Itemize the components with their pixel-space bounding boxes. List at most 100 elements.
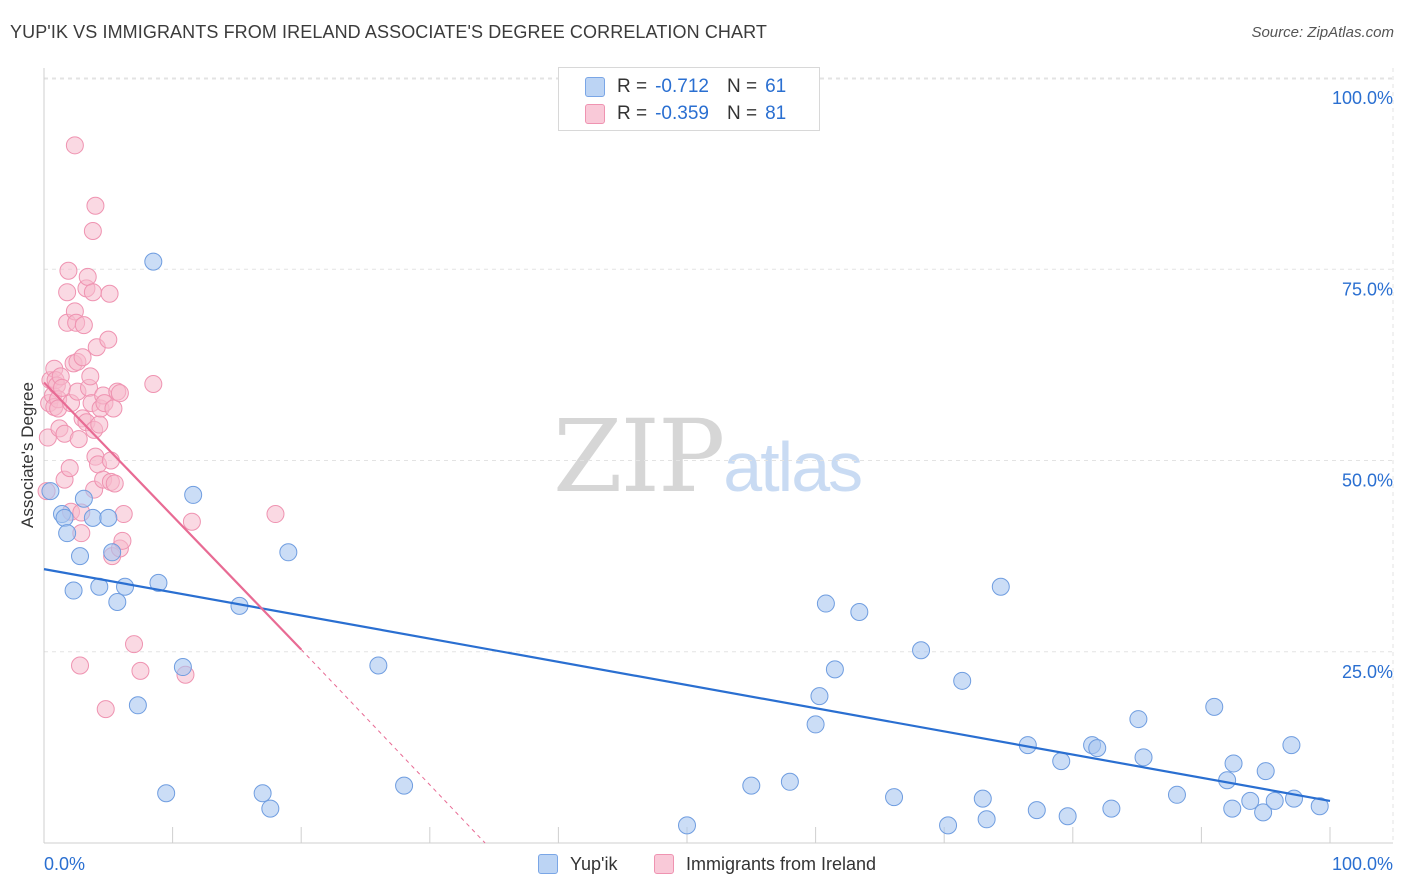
yupik-point — [1058, 807, 1077, 826]
ireland-point — [113, 531, 132, 550]
yupik-point — [1265, 791, 1284, 810]
ireland-point — [73, 348, 92, 367]
yupik-point — [1088, 739, 1107, 758]
yupik-point — [850, 602, 869, 621]
yupik-point — [1256, 762, 1275, 781]
y-tick-label: 100.0% — [1332, 88, 1393, 108]
yupik-points — [41, 252, 1329, 835]
yupik-point — [108, 593, 127, 612]
yupik-point — [816, 594, 835, 613]
ireland-point — [100, 284, 119, 303]
bottom-legend-yupik: Yup'ik — [538, 852, 617, 876]
yupik-point — [99, 508, 118, 527]
yupik-point — [977, 810, 996, 829]
yupik-point — [116, 577, 135, 596]
x-tick-label-min: 0.0% — [44, 854, 85, 874]
y-tick-label: 25.0% — [1342, 662, 1393, 682]
axes — [43, 68, 1393, 844]
chart-title: YUP'IK VS IMMIGRANTS FROM IRELAND ASSOCI… — [10, 22, 767, 42]
yupik-point — [953, 671, 972, 690]
ireland-trend-line — [43, 381, 302, 651]
yupik-point — [973, 789, 992, 808]
bottom-legend-ireland: Immigrants from Ireland — [654, 852, 876, 876]
yupik-point — [144, 252, 163, 271]
legend-r-value: -0.712 — [655, 76, 709, 97]
watermark-atlas: atlas — [723, 428, 863, 506]
legend-swatch-yupik — [585, 77, 605, 97]
yupik-point — [173, 658, 192, 677]
tick-labels: 25.0% 50.0% 75.0% 100.0% 0.0% 100.0% — [44, 88, 1393, 874]
ireland-point — [182, 512, 201, 531]
ireland-point — [83, 222, 102, 240]
yupik-point — [74, 489, 93, 508]
yupik-point — [1254, 803, 1273, 822]
yupik-point — [261, 799, 280, 818]
legend-r-label: R = — [617, 76, 648, 97]
yupik-point — [149, 573, 168, 592]
trend-lines — [43, 381, 1331, 844]
grid — [44, 68, 1394, 843]
yupik-point — [912, 641, 931, 660]
legend-swatch-ireland — [585, 104, 605, 124]
ireland-point — [101, 451, 120, 470]
yupik-point — [1134, 748, 1153, 767]
yupik-point — [939, 816, 958, 835]
watermark-zip: ZIP — [553, 398, 725, 515]
ireland-point — [125, 635, 144, 654]
yupik-point — [128, 696, 147, 715]
legend-row-ireland: R = -0.359 N = 81 — [585, 102, 786, 126]
y-tick-label: 50.0% — [1342, 471, 1393, 491]
ireland-point — [131, 661, 150, 680]
yupik-point — [1102, 799, 1121, 818]
yupik-point — [253, 784, 272, 803]
yupik-point — [825, 660, 844, 679]
ireland-point — [74, 316, 93, 335]
legend-n-label: N = — [726, 76, 758, 97]
bottom-legend-swatch-yupik — [538, 854, 558, 874]
yupik-point — [678, 816, 696, 835]
legend-n-value: 61 — [765, 76, 787, 97]
yupik-point — [742, 776, 761, 795]
yupik-point — [395, 776, 414, 795]
correlation-legend: R = -0.712 N = 61 R = -0.359 N = 81 — [558, 67, 820, 131]
yupik-point — [1310, 797, 1329, 816]
yupik-point — [780, 772, 799, 791]
yupik-point — [1282, 736, 1301, 755]
bottom-legend-swatch-ireland — [654, 854, 674, 874]
ireland-point — [78, 267, 97, 286]
ireland-point — [99, 330, 118, 349]
yupik-point — [71, 547, 90, 566]
yupik-point — [83, 508, 102, 527]
ireland-point — [83, 283, 102, 302]
ireland-point — [60, 459, 79, 478]
ireland-point — [104, 399, 123, 418]
ireland-point — [144, 375, 163, 393]
x-tick-label-max: 100.0% — [1332, 854, 1393, 874]
source-label: Source: ZipAtlas.com — [1251, 24, 1394, 41]
yupik-point — [58, 524, 77, 543]
legend-r-label: R = — [617, 103, 648, 124]
ireland-point — [110, 384, 129, 403]
legend-r-value: -0.359 — [655, 103, 709, 124]
yupik-point — [1205, 697, 1224, 716]
yupik-point — [1223, 799, 1242, 818]
yupik-point — [1129, 710, 1148, 729]
yupik-point — [369, 656, 388, 675]
yupik-point — [991, 577, 1010, 596]
yupik-point — [1052, 752, 1071, 771]
legend-row-yupik: R = -0.712 N = 61 — [585, 75, 786, 99]
ireland-point — [105, 474, 124, 493]
yupik-point — [41, 482, 60, 501]
legend-n-value: 81 — [765, 103, 787, 124]
ireland-point — [71, 656, 90, 675]
bottom-legend-label-yupik: Yup'ik — [570, 853, 618, 874]
watermark: ZIPatlas — [553, 398, 863, 515]
bottom-legend-label-ireland: Immigrants from Ireland — [686, 853, 877, 874]
ireland-point — [90, 415, 109, 434]
ireland-point — [86, 196, 105, 215]
yupik-point — [1027, 801, 1046, 820]
ireland-point — [266, 505, 285, 524]
yupik-point — [885, 788, 904, 807]
yupik-trend-line — [43, 568, 1331, 803]
